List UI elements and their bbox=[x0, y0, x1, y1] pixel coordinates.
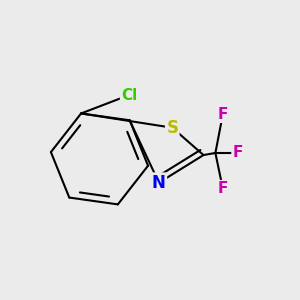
Text: Cl: Cl bbox=[121, 88, 137, 103]
Text: F: F bbox=[218, 181, 228, 196]
Text: F: F bbox=[232, 146, 243, 160]
Text: N: N bbox=[152, 174, 166, 192]
Text: F: F bbox=[218, 107, 228, 122]
Text: S: S bbox=[166, 119, 178, 137]
